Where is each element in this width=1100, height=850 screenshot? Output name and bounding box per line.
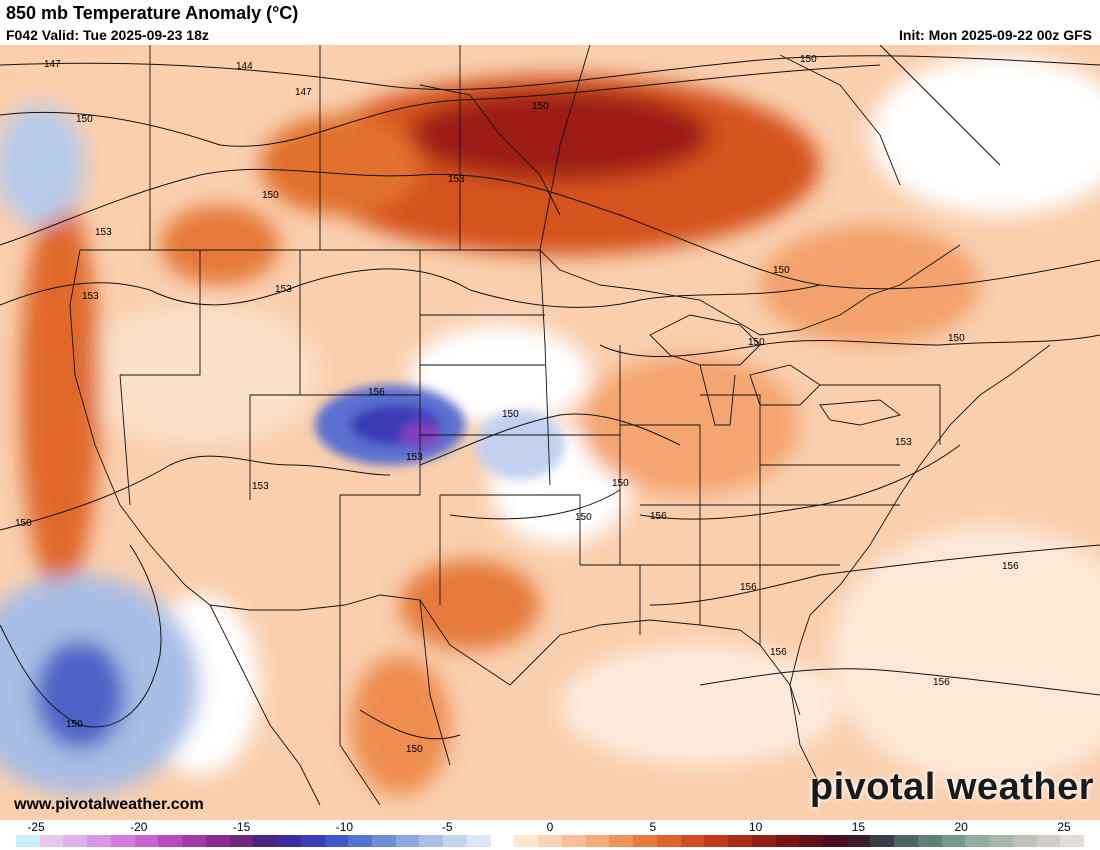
- contour-label: 150: [76, 114, 93, 125]
- colorbar-swatch: [205, 835, 230, 847]
- colorbar-swatch: [1060, 835, 1085, 847]
- contour-label: 150: [748, 337, 765, 348]
- colorbar-swatch: [158, 835, 183, 847]
- colorbar-swatch: [490, 835, 515, 847]
- colorbar-swatch: [372, 835, 396, 847]
- contour-label: 150: [15, 518, 32, 529]
- colorbar-swatch: [419, 835, 444, 847]
- colorbar-tick-label: 0: [546, 820, 554, 834]
- contour-label: 150: [532, 101, 549, 112]
- colorbar-tick-label: 5: [649, 820, 657, 834]
- contour-label: 156: [933, 677, 950, 688]
- colorbar-swatch: [39, 835, 64, 847]
- colorbar-swatch: [799, 835, 823, 847]
- contour-label: 153: [406, 452, 423, 463]
- contour-label: 150: [773, 265, 790, 276]
- colorbar-swatch: [585, 835, 610, 847]
- contour-label: 150: [575, 512, 592, 523]
- contour-label: 144: [236, 61, 253, 72]
- colorbar-tick-label: 25: [1057, 820, 1071, 834]
- contour-label: 153: [252, 481, 269, 492]
- colorbar-swatch: [728, 835, 752, 847]
- website-url[interactable]: www.pivotalweather.com: [14, 796, 204, 813]
- colorbar-swatch: [1036, 835, 1061, 847]
- contour-labels: 147 144 147 150 150 150 153 153 150 153 …: [15, 54, 1019, 755]
- colorbar-tick-label: 20: [954, 820, 968, 834]
- contour-label: 156: [770, 647, 787, 658]
- contour-label: 150: [948, 333, 965, 344]
- colorbar-tick-label: 10: [748, 820, 763, 834]
- colorbar-tick-label: -25: [27, 820, 45, 834]
- colorbar-tick-label: 15: [851, 820, 866, 834]
- colorbar-swatch: [182, 835, 206, 847]
- colorbar-swatch: [1012, 835, 1037, 847]
- brand-logo: pivotal weather: [809, 766, 1094, 808]
- colorbar-swatch: [917, 835, 942, 847]
- map-title: 850 mb Temperature Anomaly (°C): [6, 3, 299, 23]
- colorbar-tick-label: -10: [335, 820, 354, 834]
- colorbar-swatch: [656, 835, 681, 847]
- colorbar-swatch: [324, 835, 349, 847]
- temperature-anomaly-map: 147 144 147 150 150 150 153 153 150 153 …: [0, 45, 1100, 820]
- contour-label: 150: [502, 409, 519, 420]
- contour-label: 153: [448, 174, 465, 185]
- height-contours: [0, 45, 1100, 740]
- contour-label: 153: [895, 437, 912, 448]
- contour-label: 150: [406, 744, 423, 755]
- contour-label: 150: [66, 719, 83, 730]
- colorbar-swatch: [846, 835, 871, 847]
- colorbar-swatch: [348, 835, 373, 847]
- colorbar-swatch: [229, 835, 254, 847]
- colorbar-swatch: [870, 835, 895, 847]
- contour-label: 147: [295, 87, 312, 98]
- colorbar-swatch: [63, 835, 88, 847]
- contour-label: 156: [650, 511, 667, 522]
- colorbar-swatch: [751, 835, 776, 847]
- contour-label: 150: [262, 190, 279, 201]
- colorbar-swatch: [965, 835, 990, 847]
- boundaries: [69, 45, 1051, 806]
- colorbar-swatch: [395, 835, 420, 847]
- contour-label: 156: [740, 582, 757, 593]
- colorbar-swatch: [561, 835, 586, 847]
- init-time: Init: Mon 2025-09-22 00z GFS: [899, 27, 1092, 43]
- colorbar-swatch: [704, 835, 729, 847]
- contour-label: 153: [95, 227, 112, 238]
- colorbar-swatch: [466, 835, 491, 847]
- colorbar-swatch: [633, 835, 657, 847]
- colorbar-swatch: [277, 835, 301, 847]
- colorbar-swatch: [894, 835, 918, 847]
- colorbar-swatch: [87, 835, 111, 847]
- colorbar-swatch: [16, 835, 40, 847]
- anomaly-shading: [0, 45, 1100, 820]
- colorbar-swatch: [680, 835, 705, 847]
- colorbar-swatch: [514, 835, 539, 847]
- colorbar-swatch: [253, 835, 278, 847]
- colorbar-swatch: [941, 835, 966, 847]
- contour-label: 153: [275, 284, 292, 295]
- colorbar: [16, 835, 1085, 847]
- colorbar-swatch: [134, 835, 159, 847]
- colorbar-tick-label: -15: [232, 820, 251, 834]
- colorbar-swatch: [300, 835, 325, 847]
- contour-label: 153: [82, 291, 99, 302]
- contour-label: 150: [800, 54, 817, 65]
- colorbar-swatch: [609, 835, 634, 847]
- contour-label: 150: [612, 478, 629, 489]
- colorbar-tick-label: -5: [441, 820, 453, 834]
- contour-label: 156: [368, 387, 385, 398]
- contour-label: 156: [1002, 561, 1019, 572]
- colorbar-swatch: [989, 835, 1013, 847]
- colorbar-swatch: [538, 835, 562, 847]
- contour-label: 147: [44, 59, 61, 70]
- colorbar-swatch: [822, 835, 847, 847]
- colorbar-swatch: [775, 835, 800, 847]
- valid-time: F042 Valid: Tue 2025-09-23 18z: [6, 27, 209, 43]
- colorbar-swatch: [110, 835, 135, 847]
- colorbar-swatch: [443, 835, 467, 847]
- colorbar-tick-label: -20: [130, 820, 148, 834]
